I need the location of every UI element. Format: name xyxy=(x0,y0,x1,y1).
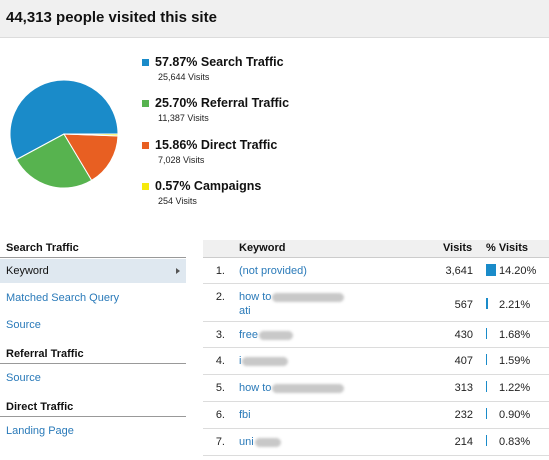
keyword-link[interactable]: how to ati xyxy=(239,290,345,318)
legend-label-direct: 15.86% Direct Traffic xyxy=(155,138,278,152)
table-row: 7. uni 214 0.83% xyxy=(203,429,549,456)
visits-value: 313 xyxy=(454,382,473,394)
pie-slice-referral-traffic xyxy=(15,133,93,189)
pie-slice-campaigns xyxy=(63,133,119,137)
legend-visits-campaigns: 254 Visits xyxy=(158,196,197,206)
column-header-pct-visits[interactable]: % Visits xyxy=(486,242,528,254)
keyword-link[interactable]: i xyxy=(239,354,289,368)
keyword-link[interactable]: fbi xyxy=(239,409,251,421)
row-number: 5. xyxy=(215,382,225,394)
percent-bar xyxy=(486,328,487,339)
keyword-text: how to xyxy=(239,291,272,303)
sidebar-heading-label: Search Traffic xyxy=(6,242,79,254)
percent-bar xyxy=(486,264,496,276)
percent-value: 1.59% xyxy=(499,355,531,367)
legend-swatch-search xyxy=(142,59,149,66)
sidebar-item-label: Source xyxy=(6,372,41,384)
percent-value: 0.83% xyxy=(499,436,531,448)
percent-value: 2.21% xyxy=(499,299,531,311)
keyword-link[interactable]: how to xyxy=(239,381,345,395)
sidebar-item-matched-search-query[interactable]: Matched Search Query xyxy=(0,286,186,310)
legend-swatch-campaigns xyxy=(142,183,149,190)
sidebar-item-referral-source[interactable]: Source xyxy=(0,366,186,390)
redacted-text xyxy=(258,330,293,340)
redacted-text xyxy=(254,437,281,447)
page-header: 44,313 people visited this site xyxy=(0,0,549,38)
sidebar-item-label: Source xyxy=(6,319,41,331)
percent-bar xyxy=(486,354,487,365)
sidebar-item-search-source[interactable]: Source xyxy=(0,313,186,337)
chevron-right-icon xyxy=(176,268,180,274)
visits-value: 3,641 xyxy=(445,265,473,277)
sidebar-heading-search-traffic: Search Traffic xyxy=(0,240,186,258)
keyword-text: i xyxy=(239,355,242,367)
legend-visits-direct: 7,028 Visits xyxy=(158,155,205,165)
sidebar-item-label: Matched Search Query xyxy=(6,292,120,304)
pie-slice-direct-traffic xyxy=(63,133,119,182)
traffic-pie-chart xyxy=(9,79,119,189)
table-header: Keyword Visits % Visits xyxy=(203,240,549,258)
redacted-text xyxy=(272,292,345,302)
sidebar-heading-label: Direct Traffic xyxy=(6,401,74,413)
sidebar-item-landing-page[interactable]: Landing Page xyxy=(0,419,186,443)
legend-visits-search: 25,644 Visits xyxy=(158,72,210,82)
visits-value: 232 xyxy=(454,409,473,421)
keyword-text: uni xyxy=(239,436,254,448)
sidebar-item-label: Keyword xyxy=(6,265,49,277)
keyword-text: how to xyxy=(239,382,272,394)
visits-value: 407 xyxy=(454,355,473,367)
row-number: 2. xyxy=(215,291,225,303)
legend-label-referral: 25.70% Referral Traffic xyxy=(155,96,290,110)
column-header-keyword[interactable]: Keyword xyxy=(239,242,286,254)
table-row: 6. fbi 232 0.90% xyxy=(203,402,549,429)
table-row: 4. i 407 1.59% xyxy=(203,348,549,375)
pie-slice-search-traffic xyxy=(9,79,119,161)
row-number: 6. xyxy=(215,409,225,421)
legend-swatch-direct xyxy=(142,142,149,149)
percent-value: 0.90% xyxy=(499,409,531,421)
row-number: 3. xyxy=(215,329,225,341)
keyword-link[interactable]: uni xyxy=(239,435,281,449)
keyword-link[interactable]: (not provided) xyxy=(239,265,307,277)
visits-value: 430 xyxy=(454,329,473,341)
row-number: 7. xyxy=(215,436,225,448)
table-row: 2. how to ati 567 2.21% xyxy=(203,284,549,322)
column-header-visits[interactable]: Visits xyxy=(443,242,473,254)
percent-value: 1.22% xyxy=(499,382,531,394)
row-number: 1. xyxy=(215,265,225,277)
keyword-text: free xyxy=(239,329,258,341)
percent-bar xyxy=(486,408,487,419)
percent-bar xyxy=(486,298,488,309)
redacted-text xyxy=(272,383,345,393)
visits-value: 567 xyxy=(454,299,473,311)
sidebar-heading-referral-traffic: Referral Traffic xyxy=(0,346,186,364)
legend-label-search: 57.87% Search Traffic xyxy=(155,55,284,69)
sidebar-heading-label: Referral Traffic xyxy=(6,348,84,360)
percent-bar xyxy=(486,381,487,392)
percent-bar xyxy=(486,435,487,446)
percent-value: 14.20% xyxy=(499,265,537,277)
sidebar-item-keyword[interactable]: Keyword xyxy=(0,259,186,283)
percent-value: 1.68% xyxy=(499,329,531,341)
sidebar-item-label: Landing Page xyxy=(6,425,74,437)
legend-swatch-referral xyxy=(142,100,149,107)
page-title: 44,313 people visited this site xyxy=(6,9,217,26)
keyword-text-line2: ati xyxy=(239,305,251,317)
legend-visits-referral: 11,387 Visits xyxy=(158,113,209,123)
redacted-text xyxy=(242,356,289,366)
table-row: 3. free 430 1.68% xyxy=(203,322,549,348)
visits-value: 214 xyxy=(454,436,473,448)
sidebar-heading-direct-traffic: Direct Traffic xyxy=(0,399,186,417)
table-row: 5. how to 313 1.22% xyxy=(203,375,549,402)
row-number: 4. xyxy=(215,355,225,367)
table-row: 1. (not provided) 3,641 14.20% xyxy=(203,258,549,284)
legend-label-campaigns: 0.57% Campaigns xyxy=(155,179,262,193)
keyword-link[interactable]: free xyxy=(239,328,293,342)
